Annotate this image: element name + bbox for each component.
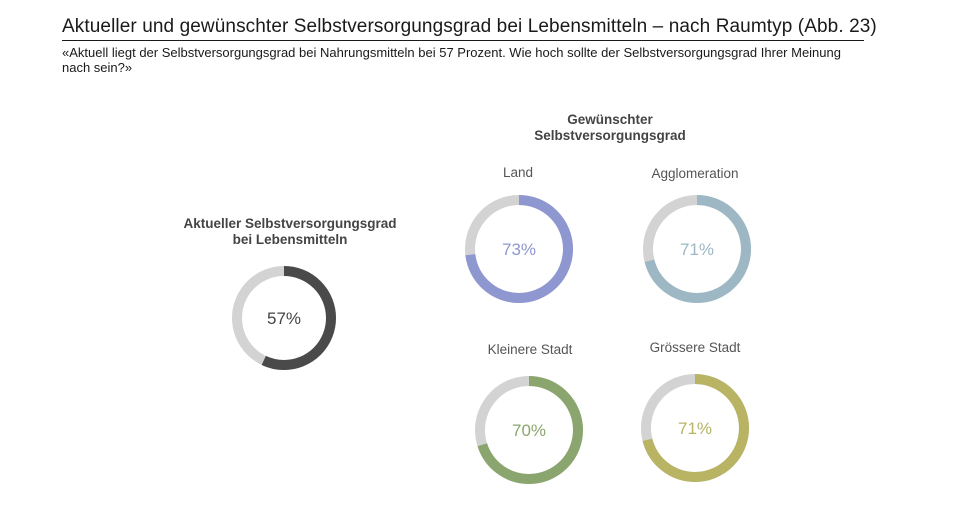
donut-arc-current (232, 266, 336, 370)
donut-label-land: Land (502, 165, 534, 180)
donut-label-kleinere-stadt: Kleinere Stadt (487, 342, 573, 357)
chart-title: Aktueller und gewünschter Selbstversorgu… (62, 16, 877, 41)
donut-value-land: 73% (502, 240, 536, 259)
donut-arc-land (465, 195, 573, 303)
desired-label: Gewünschter Selbstversorgungsgrad (490, 112, 730, 144)
donut-arc-groessere-stadt (641, 374, 749, 482)
desired-label-line2: Selbstversorgungsgrad (534, 128, 686, 143)
current-label-line2: bei Lebensmitteln (232, 232, 348, 247)
donut-value-agglomeration: 71% (680, 240, 714, 259)
current-label-line1: Aktueller Selbstversorgungsgrad (183, 216, 397, 231)
donut-label-agglomeration: Agglomeration (651, 166, 739, 181)
donut-arc-kleinere-stadt (475, 376, 583, 484)
donut-value-groessere-stadt: 71% (678, 419, 712, 438)
donut-arc-agglomeration (643, 195, 751, 303)
donut-value-kleinere-stadt: 70% (512, 421, 546, 440)
donut-label-groessere-stadt: Grössere Stadt (649, 340, 741, 355)
donut-value-current: 57% (267, 309, 301, 328)
desired-label-line1: Gewünschter (567, 112, 653, 127)
chart-subtitle: «Aktuell liegt der Selbstversorgungsgrad… (62, 45, 841, 75)
current-label: Aktueller Selbstversorgungsgrad bei Lebe… (170, 216, 410, 248)
